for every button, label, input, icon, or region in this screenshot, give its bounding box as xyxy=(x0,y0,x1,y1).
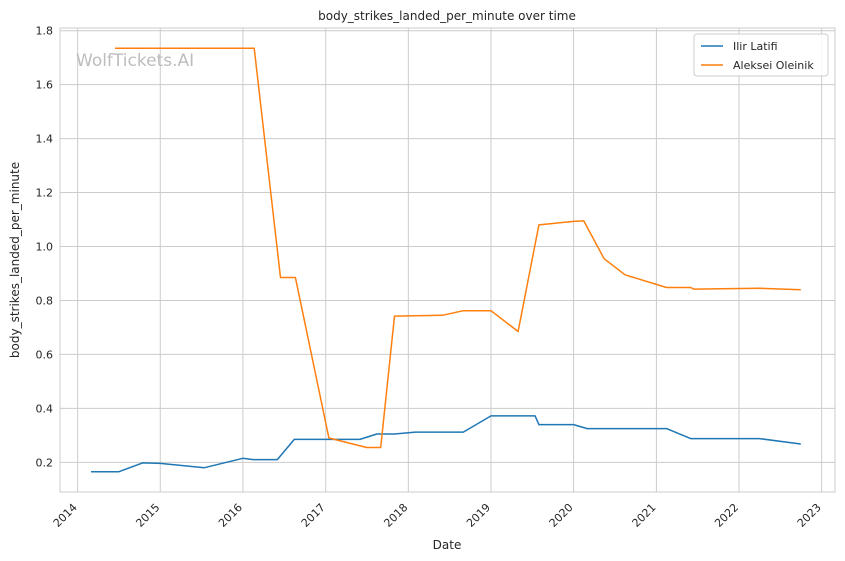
legend: Ilir Latifi Aleksei Oleinik xyxy=(693,33,829,77)
x-tick-labels: 2014 2015 2016 2017 2018 2019 2020 2021 2022 2023 xyxy=(51,501,824,530)
legend-label-ilir-latifi: Ilir Latifi xyxy=(733,40,778,53)
legend-label-aleksei-oleinik: Aleksei Oleinik xyxy=(733,59,814,72)
plot-frame xyxy=(59,27,836,493)
y-tick-label: 1.8 xyxy=(36,25,54,38)
y-tick-label: 1.6 xyxy=(36,79,54,92)
chart-title: body_strikes_landed_per_minute over time xyxy=(318,9,576,23)
y-tick-label: 1.4 xyxy=(36,133,54,146)
watermark: WolfTickets.AI xyxy=(76,51,194,71)
y-tick-label: 1.0 xyxy=(36,241,54,254)
series-line-aleksei-oleinik xyxy=(115,47,801,449)
y-tick-label: 0.6 xyxy=(36,348,54,361)
x-axis-label: Date xyxy=(433,538,462,552)
y-tick-label: 0.4 xyxy=(36,402,54,415)
y-tick-label: 0.2 xyxy=(36,456,54,469)
grid-lines xyxy=(60,28,835,492)
y-tick-label: 1.2 xyxy=(36,187,54,200)
series-line-ilir-latifi xyxy=(91,415,801,473)
series-layer xyxy=(91,47,801,473)
y-tick-labels: 0.2 0.4 0.6 0.8 1.0 1.2 1.4 1.6 1.8 xyxy=(36,25,54,470)
y-axis-label: body_strikes_landed_per_minute xyxy=(8,162,22,358)
legend-box xyxy=(693,33,829,77)
y-tick-label: 0.8 xyxy=(36,294,54,307)
